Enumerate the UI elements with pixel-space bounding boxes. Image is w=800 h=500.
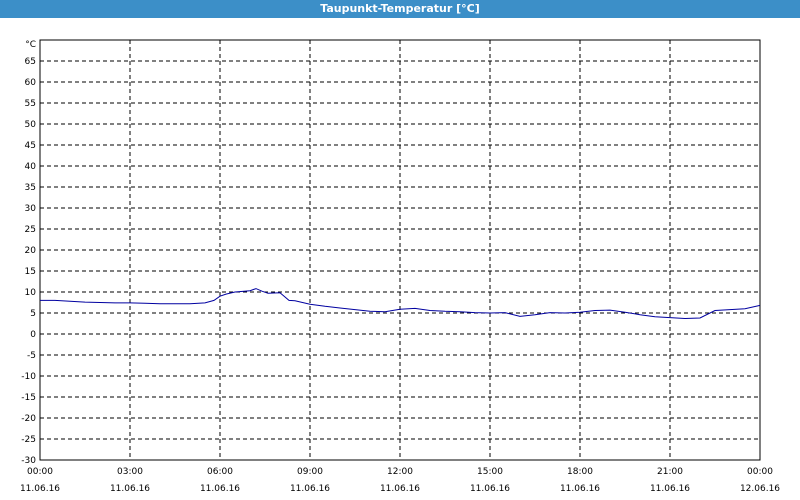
x-tick-date: 11.06.16 <box>20 484 60 494</box>
x-tick-time: 00:00 <box>747 467 773 477</box>
y-tick-label: -15 <box>21 393 36 403</box>
x-tick-time: 06:00 <box>207 467 233 477</box>
y-tick-label: -25 <box>21 435 36 445</box>
x-tick-date: 11.06.16 <box>380 484 420 494</box>
y-tick-label: 10 <box>25 288 37 298</box>
y-tick-label: -5 <box>27 351 36 361</box>
x-tick-date: 11.06.16 <box>200 484 240 494</box>
y-tick-label: 65 <box>25 57 36 67</box>
y-tick-label: 50 <box>25 120 37 130</box>
x-tick-date: 11.06.16 <box>470 484 510 494</box>
x-tick-time: 03:00 <box>117 467 143 477</box>
dew-point-series-line <box>40 288 761 320</box>
x-tick-date: 11.06.16 <box>650 484 690 494</box>
y-tick-label: 15 <box>25 267 36 277</box>
y-tick-label: 25 <box>25 225 36 235</box>
y-tick-label: 55 <box>25 99 36 109</box>
x-tick-date: 12.06.16 <box>740 484 780 494</box>
x-tick-date: 11.06.16 <box>110 484 150 494</box>
y-tick-label: 20 <box>25 246 37 256</box>
x-tick-date: 11.06.16 <box>560 484 600 494</box>
window-title: Taupunkt-Temperatur [°C] <box>0 0 800 18</box>
x-tick-time: 18:00 <box>567 467 593 477</box>
x-axis-ticks: 00:00 11.06.16 03:00 11.06.16 06:00 11.06.16 0… <box>20 467 780 494</box>
taupunkt-line-chart: 65605550454035302520151050-5-10-15-20-25… <box>20 39 780 494</box>
y-tick-label: 60 <box>25 78 37 88</box>
x-tick-time: 12:00 <box>387 467 413 477</box>
x-tick-time: 21:00 <box>657 467 683 477</box>
y-tick-label: 5 <box>30 309 36 319</box>
y-tick-label: -10 <box>21 372 36 382</box>
y-tick-label: -30 <box>21 456 36 466</box>
x-tick-time: 15:00 <box>477 467 503 477</box>
y-tick-label: 45 <box>25 141 36 151</box>
y-axis-ticks: 65605550454035302520151050-5-10-15-20-25… <box>21 57 36 466</box>
x-tick-time: 09:00 <box>297 467 323 477</box>
y-tick-label: -20 <box>21 414 36 424</box>
y-tick-label: 40 <box>25 162 37 172</box>
y-tick-label: 35 <box>25 183 36 193</box>
x-tick-time: 00:00 <box>27 467 53 477</box>
y-tick-label: 0 <box>30 330 36 340</box>
y-tick-label: 30 <box>25 204 37 214</box>
x-tick-date: 11.06.16 <box>290 484 330 494</box>
grid-lines <box>40 40 760 460</box>
y-axis-unit: °C <box>25 40 36 50</box>
